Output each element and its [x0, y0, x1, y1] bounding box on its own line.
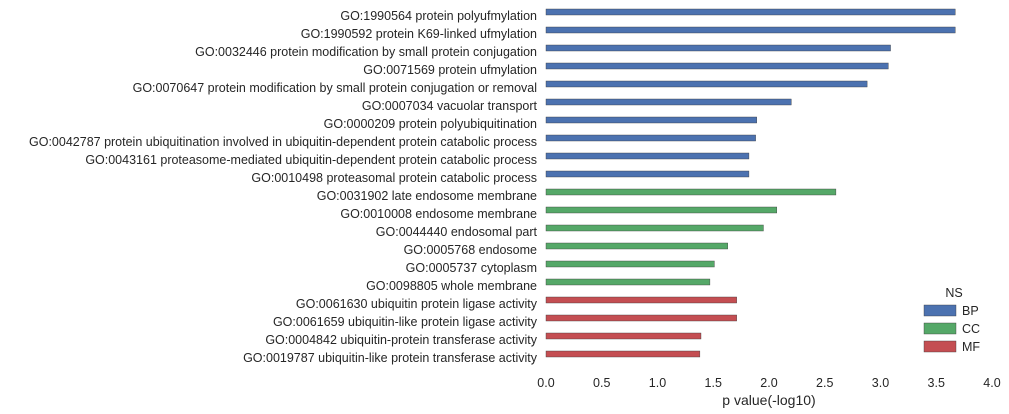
bar: [545, 224, 764, 232]
legend-entries: BP CC MF: [923, 304, 980, 354]
bars-layer: [545, 8, 956, 358]
x-tick-label: 0.0: [537, 376, 554, 390]
bar: [545, 296, 737, 304]
bar: [545, 44, 891, 52]
category-label: GO:0098805 whole membrane: [366, 279, 537, 293]
category-label: GO:0005737 cytoplasm: [406, 261, 537, 275]
bar: [545, 98, 792, 106]
category-label: GO:1990592 protein K69-linked ufmylation: [301, 27, 537, 41]
bar: [545, 134, 756, 142]
bar: [545, 188, 837, 196]
bar: [545, 332, 702, 340]
bar: [545, 62, 889, 70]
category-label: GO:0005768 endosome: [404, 243, 537, 257]
x-tick-label: 3.5: [928, 376, 945, 390]
bar: [545, 206, 778, 214]
category-label: GO:0004842 ubiquitin-protein transferase…: [265, 333, 537, 347]
bar: [545, 278, 711, 286]
legend-swatch: [923, 304, 957, 317]
bar: [545, 8, 956, 16]
bar: [545, 170, 750, 178]
legend-label: MF: [962, 340, 980, 354]
category-label: GO:0032446 protein modification by small…: [195, 45, 537, 59]
bar: [545, 152, 750, 160]
category-label: GO:0061630 ubiquitin protein ligase acti…: [296, 297, 538, 311]
legend-swatch: [923, 340, 957, 353]
category-label: GO:0043161 proteasome-mediated ubiquitin…: [85, 153, 537, 167]
category-label: GO:0071569 protein ufmylation: [363, 63, 537, 77]
x-tick-label: 1.5: [705, 376, 722, 390]
bar: [545, 80, 868, 88]
category-label: GO:0070647 protein modification by small…: [133, 81, 537, 95]
x-tick-label: 3.0: [872, 376, 889, 390]
category-label: GO:0031902 late endosome membrane: [317, 189, 537, 203]
x-tick-label: 0.5: [593, 376, 610, 390]
category-label: GO:0042787 protein ubiquitination involv…: [29, 135, 537, 149]
category-labels-layer: GO:1990564 protein polyufmylation GO:1990…: [29, 9, 538, 365]
bar: [545, 260, 715, 268]
x-axis-title: p value(-log10): [722, 392, 815, 408]
x-tick-label: 4.0: [983, 376, 1000, 390]
legend-swatch: [923, 322, 957, 335]
category-label: GO:0019787 ubiquitin-like protein transf…: [243, 351, 538, 365]
category-label: GO:0010008 endosome membrane: [340, 207, 537, 221]
bar: [545, 26, 956, 34]
legend-title: NS: [945, 286, 962, 300]
legend: NS BP CC MF: [923, 286, 980, 354]
bar: [545, 314, 737, 322]
bar: [545, 116, 757, 124]
category-label: GO:1990564 protein polyufmylation: [340, 9, 537, 23]
x-tick-label: 1.0: [649, 376, 666, 390]
x-axis-ticks-layer: 0.0 0.5 1.0 1.5 2.0 2.5 3.0 3.5 4.0: [537, 376, 1000, 390]
bar: [545, 242, 728, 250]
category-label: GO:0061659 ubiquitin-like protein ligase…: [273, 315, 538, 329]
category-label: GO:0007034 vacuolar transport: [362, 99, 538, 113]
x-tick-label: 2.0: [760, 376, 777, 390]
legend-label: BP: [962, 304, 979, 318]
category-label: GO:0010498 proteasomal protein catabolic…: [251, 171, 537, 185]
legend-label: CC: [962, 322, 980, 336]
bar: [545, 350, 701, 358]
category-label: GO:0044440 endosomal part: [376, 225, 538, 239]
x-tick-label: 2.5: [816, 376, 833, 390]
category-label: GO:0000209 protein polyubiquitination: [324, 117, 537, 131]
